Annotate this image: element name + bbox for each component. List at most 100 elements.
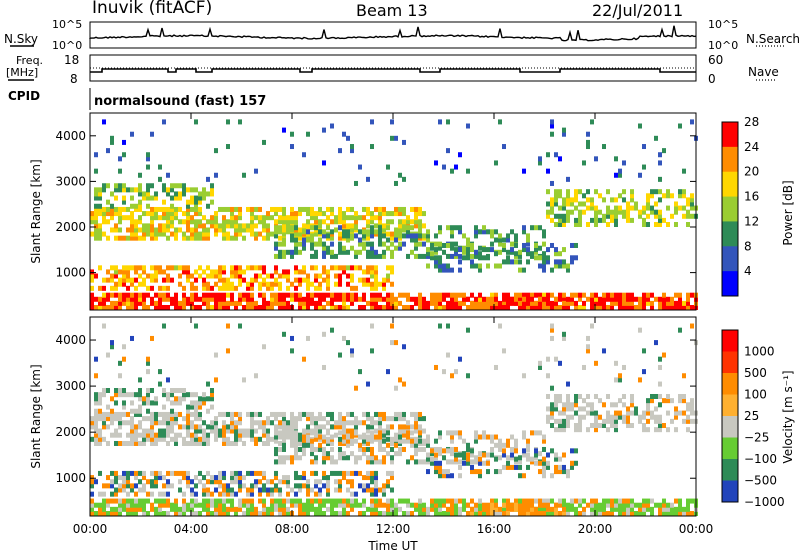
power-cell <box>642 300 646 306</box>
velocity-cell <box>398 428 402 434</box>
velocity-cell <box>550 498 554 504</box>
velocity-cell <box>442 448 446 454</box>
power-cell <box>574 305 578 310</box>
power-cell <box>374 273 378 279</box>
power-cell <box>206 235 210 241</box>
power-cell <box>518 292 522 298</box>
velocity-cell <box>238 411 242 417</box>
velocity-cell <box>350 438 354 444</box>
power-cell <box>350 148 354 154</box>
power-cell <box>498 237 502 243</box>
power-cell <box>566 193 570 199</box>
velocity-cell <box>286 506 290 512</box>
velocity-cell <box>330 327 334 333</box>
power-cell <box>146 152 150 158</box>
velocity-cell <box>366 506 370 512</box>
velocity-cell <box>218 428 222 434</box>
power-cell <box>114 269 118 275</box>
power-cell <box>622 209 626 215</box>
velocity-cell <box>206 491 210 497</box>
power-cell <box>654 201 658 207</box>
power-cell <box>322 245 326 251</box>
power-cell <box>262 227 266 233</box>
power-cell <box>678 292 682 298</box>
power-cell <box>118 269 122 275</box>
velocity-cell <box>578 498 582 504</box>
velocity-cell <box>546 464 550 470</box>
velocity-cell <box>578 502 582 508</box>
power-cell <box>474 225 478 231</box>
power-cell <box>458 267 462 273</box>
power-cell <box>210 215 214 221</box>
velocity-cell <box>298 411 302 417</box>
velocity-cell <box>130 432 134 438</box>
velocity-cell <box>546 356 550 362</box>
velocity-cell <box>286 434 290 440</box>
velocity-cell <box>130 498 134 504</box>
velocity-cell <box>134 475 138 481</box>
velocity-cell <box>542 498 546 504</box>
velocity-cell <box>266 432 270 438</box>
velocity-cell <box>574 506 578 512</box>
power-cell <box>402 219 406 225</box>
velocity-cell <box>378 498 382 504</box>
power-cell <box>122 199 126 205</box>
power-cell <box>582 305 586 310</box>
power-cell <box>658 152 662 158</box>
power-cell <box>474 300 478 306</box>
velocity-cell <box>454 369 458 375</box>
power-cell <box>670 300 674 306</box>
power-cell <box>130 235 134 241</box>
power-cell <box>182 269 186 275</box>
power-cell <box>110 135 114 141</box>
power-cell <box>330 253 334 259</box>
power-cell <box>526 305 530 310</box>
velocity-cell <box>126 432 130 438</box>
power-cell <box>542 241 546 247</box>
power-cell <box>238 119 242 125</box>
power-cell <box>538 245 542 251</box>
y-tick-label: 1000 <box>55 266 86 280</box>
power-cell <box>310 206 314 212</box>
velocity-cell <box>102 506 106 512</box>
velocity-cell <box>610 506 614 512</box>
power-cell <box>134 277 138 283</box>
velocity-cell <box>286 455 290 461</box>
power-cell <box>154 227 158 233</box>
power-cell <box>114 300 118 306</box>
power-cell <box>218 305 222 310</box>
velocity-cell <box>358 455 362 461</box>
velocity-cell <box>238 487 242 493</box>
power-cell <box>318 206 322 212</box>
power-cell <box>298 281 302 287</box>
velocity-cell <box>198 511 202 516</box>
power-cell <box>122 265 126 271</box>
velocity-cell <box>362 420 366 426</box>
velocity-cell <box>542 469 546 475</box>
power-cell <box>642 209 646 215</box>
power-cell <box>454 305 458 310</box>
power-cell <box>286 223 290 229</box>
velocity-cell <box>162 432 166 438</box>
power-cell <box>214 223 218 229</box>
velocity-cell <box>602 506 606 512</box>
power-cell <box>626 300 630 306</box>
power-cell <box>498 233 502 239</box>
power-cell <box>222 296 226 302</box>
power-cell <box>590 300 594 306</box>
power-colorbar-segment <box>722 171 738 198</box>
noise-sky-line <box>89 25 697 42</box>
velocity-cell <box>502 348 506 354</box>
power-cell <box>570 201 574 207</box>
power-cell <box>374 206 378 212</box>
velocity-cell <box>402 381 406 387</box>
power-cell <box>482 229 486 235</box>
power-cell <box>314 215 318 221</box>
power-cell <box>546 305 550 310</box>
velocity-cell <box>478 456 482 462</box>
velocity-cell <box>262 483 266 489</box>
velocity-cell <box>118 411 122 417</box>
velocity-cell <box>90 479 94 485</box>
power-cell <box>142 292 146 298</box>
velocity-cell <box>678 410 682 416</box>
